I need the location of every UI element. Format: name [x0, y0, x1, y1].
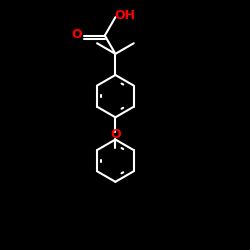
Text: OH: OH: [114, 9, 136, 22]
Text: O: O: [110, 128, 121, 141]
Text: O: O: [72, 28, 82, 41]
